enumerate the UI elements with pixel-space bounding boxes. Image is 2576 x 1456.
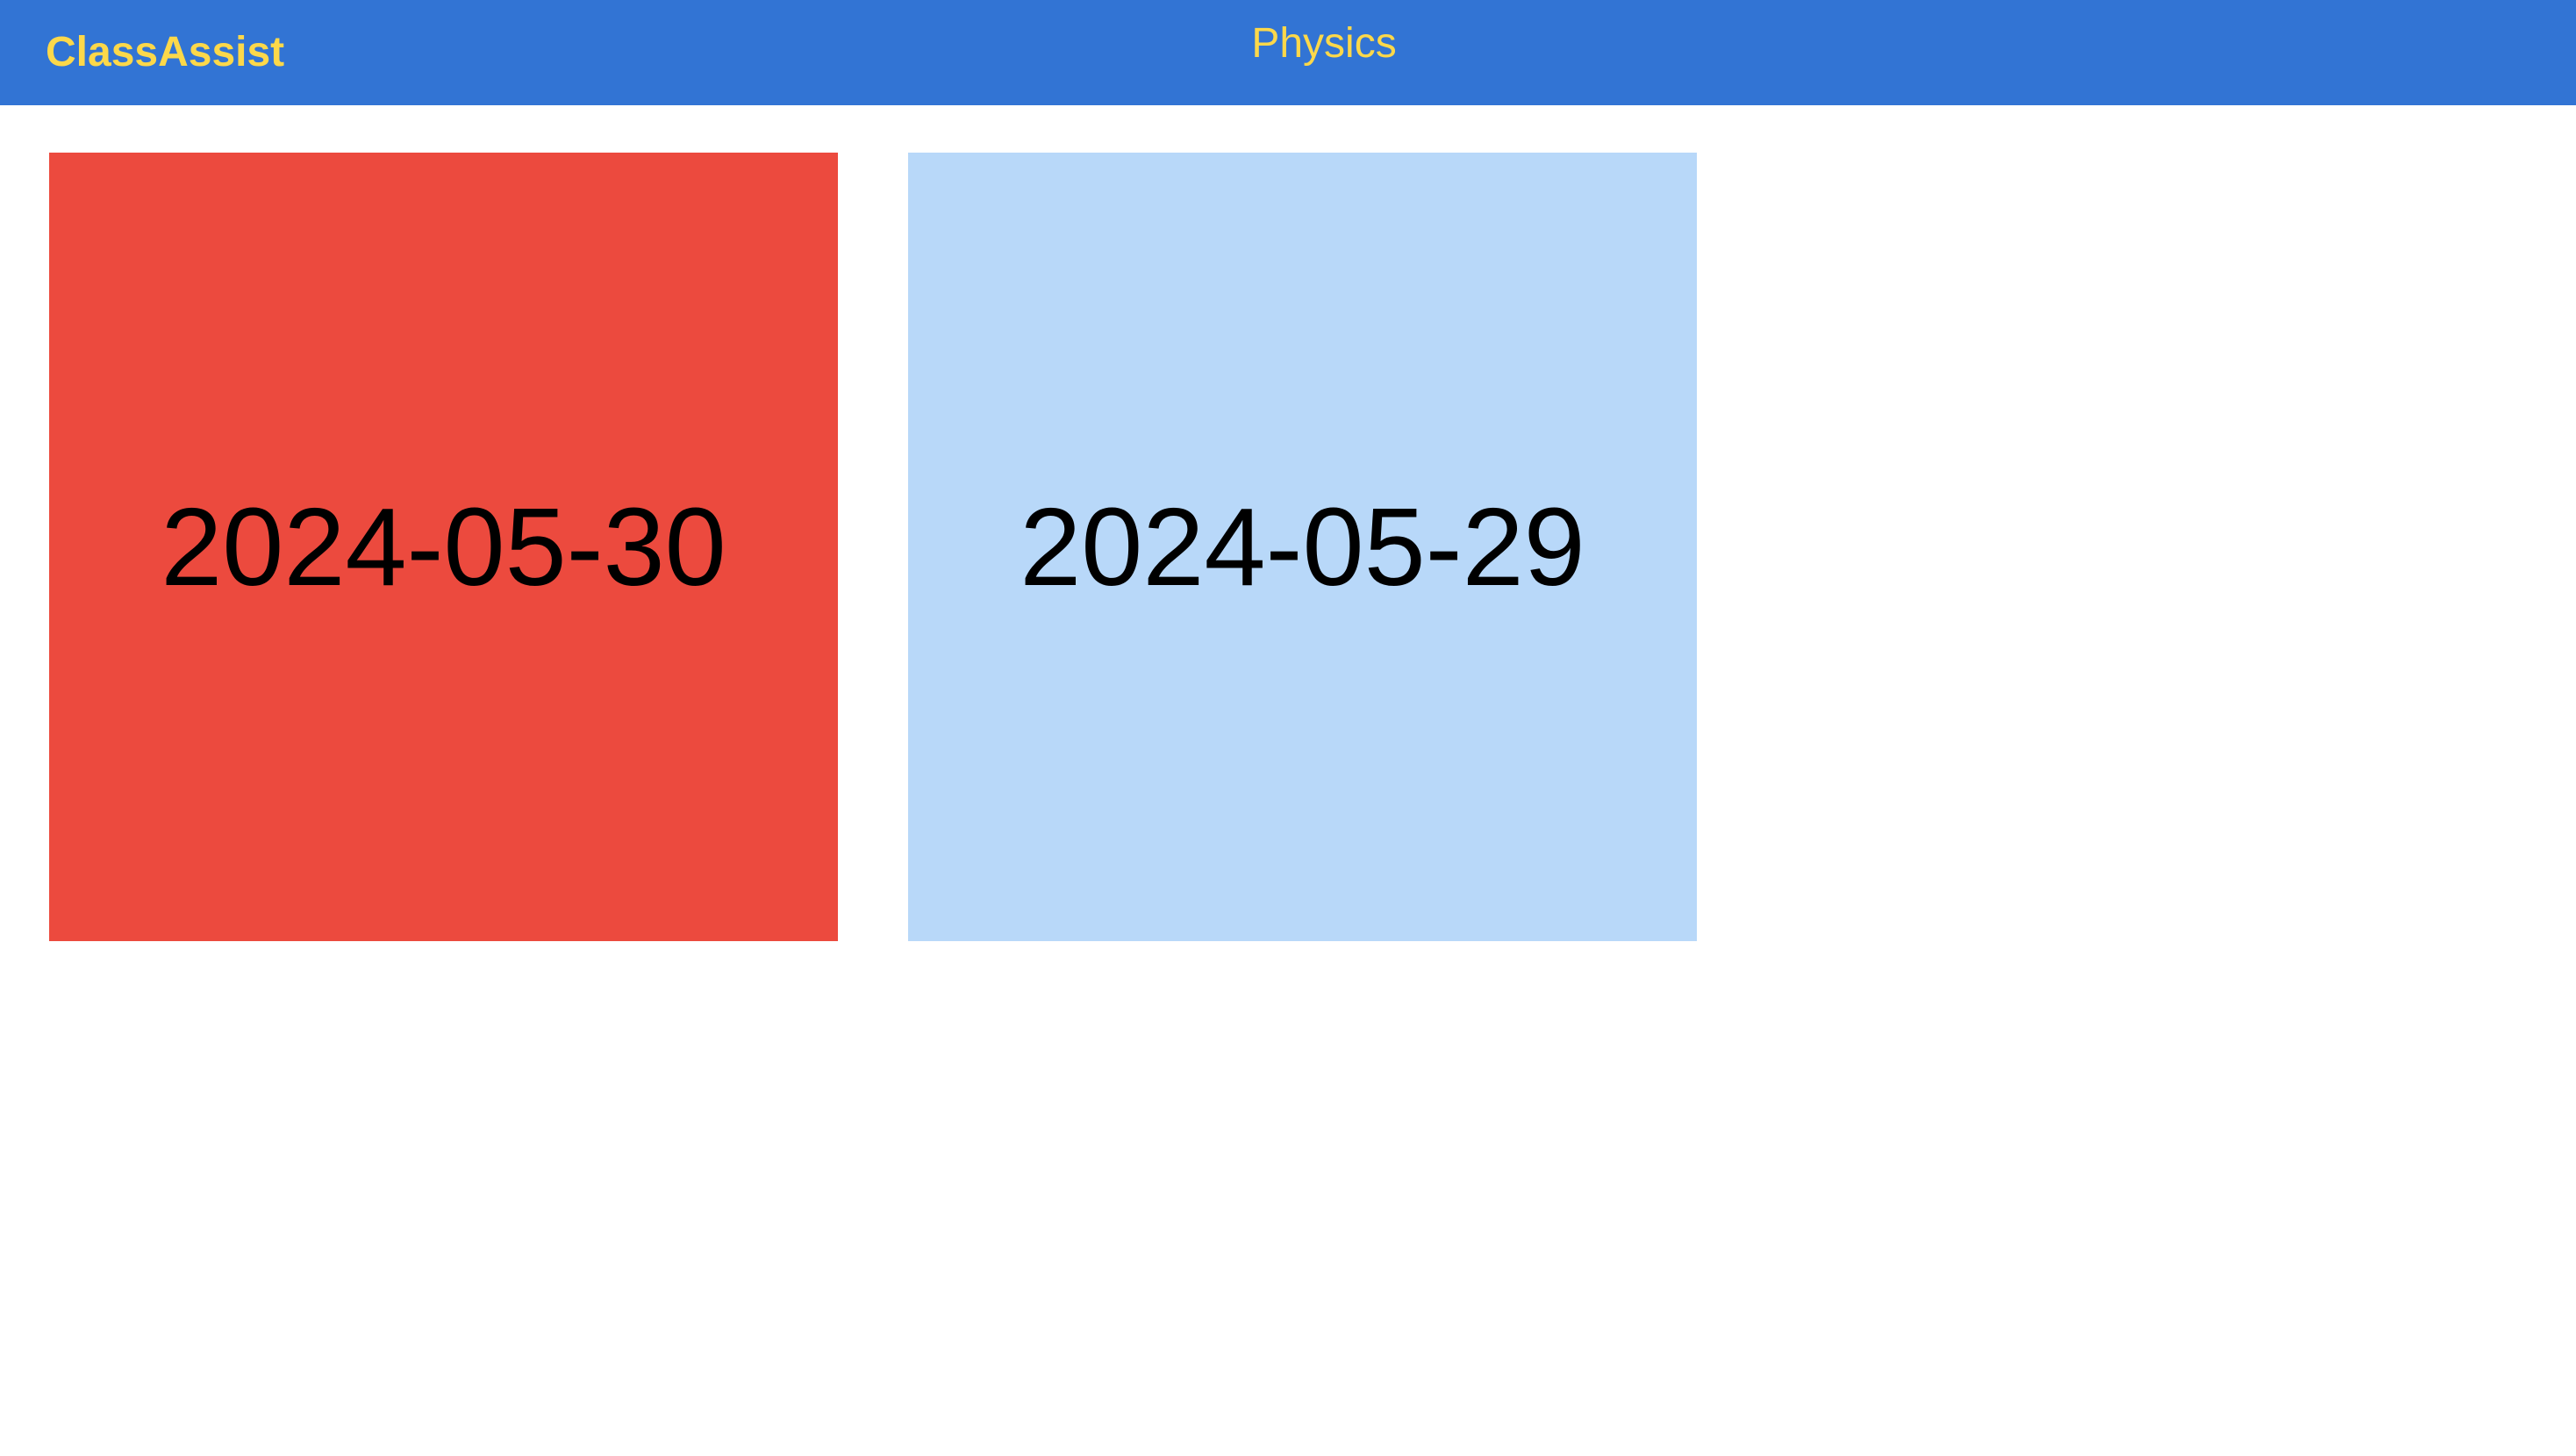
app-header: ClassAssist Physics [0,0,2576,105]
date-card-label: 2024-05-30 [161,485,726,609]
app-logo[interactable]: ClassAssist [46,29,285,75]
date-card[interactable]: 2024-05-30 [49,153,838,941]
date-card-label: 2024-05-29 [1020,485,1585,609]
page-title: Physics [1251,20,1397,67]
date-card[interactable]: 2024-05-29 [908,153,1697,941]
